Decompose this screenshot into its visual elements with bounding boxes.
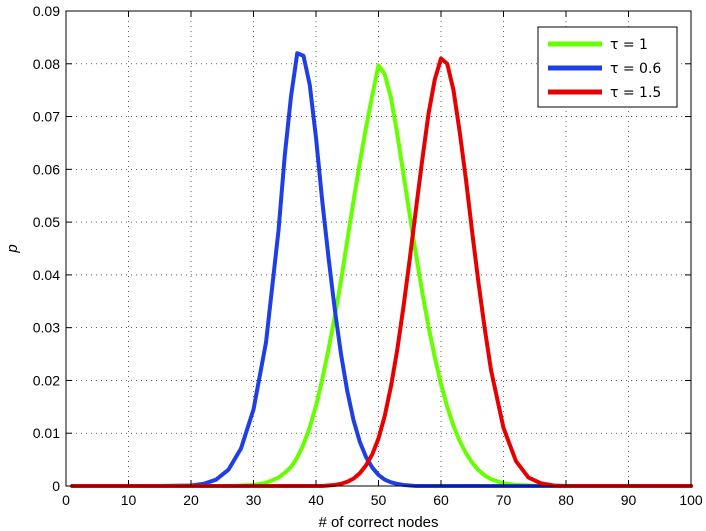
y-tick-label: 0.05: [33, 214, 60, 230]
y-tick-label: 0: [52, 478, 60, 494]
x-tick-label: 60: [433, 492, 449, 508]
y-tick-label: 0.08: [33, 56, 60, 72]
x-tick-label: 0: [62, 492, 70, 508]
x-axis-label: # of correct nodes: [318, 514, 438, 531]
x-tick-label: 70: [496, 492, 512, 508]
legend-label: τ = 1.5: [610, 85, 661, 101]
x-tick-label: 80: [558, 492, 574, 508]
legend-label: τ = 0.6: [610, 61, 661, 77]
y-tick-label: 0.01: [33, 425, 60, 441]
y-tick-label: 0.03: [33, 320, 60, 336]
series-lines: [70, 51, 693, 488]
legend: τ = 1 τ = 0.6 τ = 1.5: [537, 26, 678, 108]
y-tick-label: 0.02: [33, 372, 60, 388]
axis-ticks: 0 10 20 30 40 50 60 70 80 90 100 0 0.01 0.02 0.03 0.04 0…: [33, 3, 703, 508]
y-tick-label: 0.06: [33, 161, 60, 177]
x-tick-label: 30: [246, 492, 262, 508]
y-tick-label: 0.07: [33, 109, 60, 125]
x-tick-label: 50: [371, 492, 387, 508]
x-tick-label: 10: [121, 492, 137, 508]
x-tick-label: 90: [621, 492, 637, 508]
y-axis-label: p: [4, 244, 21, 253]
x-tick-label: 20: [183, 492, 199, 508]
y-tick-label: 0.04: [33, 267, 60, 283]
series-line: [70, 56, 693, 488]
legend-label: τ = 1: [610, 37, 648, 53]
x-tick-label: 100: [679, 492, 703, 508]
y-tick-label: 0.09: [33, 3, 60, 19]
x-tick-label: 40: [308, 492, 324, 508]
